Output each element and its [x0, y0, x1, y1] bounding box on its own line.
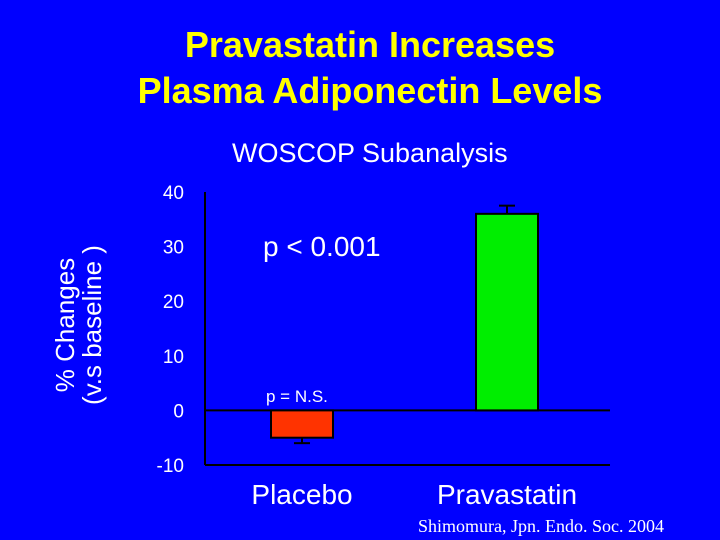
p-value-annotation-placebo: p = N.S. [266, 387, 328, 406]
y-tick-label-20: 20 [163, 292, 184, 313]
bar-pravastatin [475, 212, 539, 412]
y-tick-label-10: 10 [163, 347, 184, 368]
chart-title-line2: Plasma Adiponectin Levels [137, 70, 603, 111]
bar-placebo [270, 409, 334, 439]
chart-subtitle: WOSCOP Subanalysis [232, 138, 508, 168]
y-tick-label-40: 40 [163, 183, 184, 204]
x-category-label-pravastatin: Pravastatin [437, 479, 577, 510]
y-tick-label-0: 0 [173, 401, 184, 422]
x-category-label-placebo: Placebo [251, 479, 352, 510]
source-credit: Shimomura, Jpn. Endo. Soc. 2004 [418, 516, 664, 536]
chart-title-line1: Pravastatin Increases [184, 24, 556, 65]
p-value-annotation-pravastatin: p < 0.001 [263, 231, 381, 262]
y-tick-label-30: 30 [163, 238, 184, 259]
y-tick-label--10: -10 [157, 456, 184, 477]
